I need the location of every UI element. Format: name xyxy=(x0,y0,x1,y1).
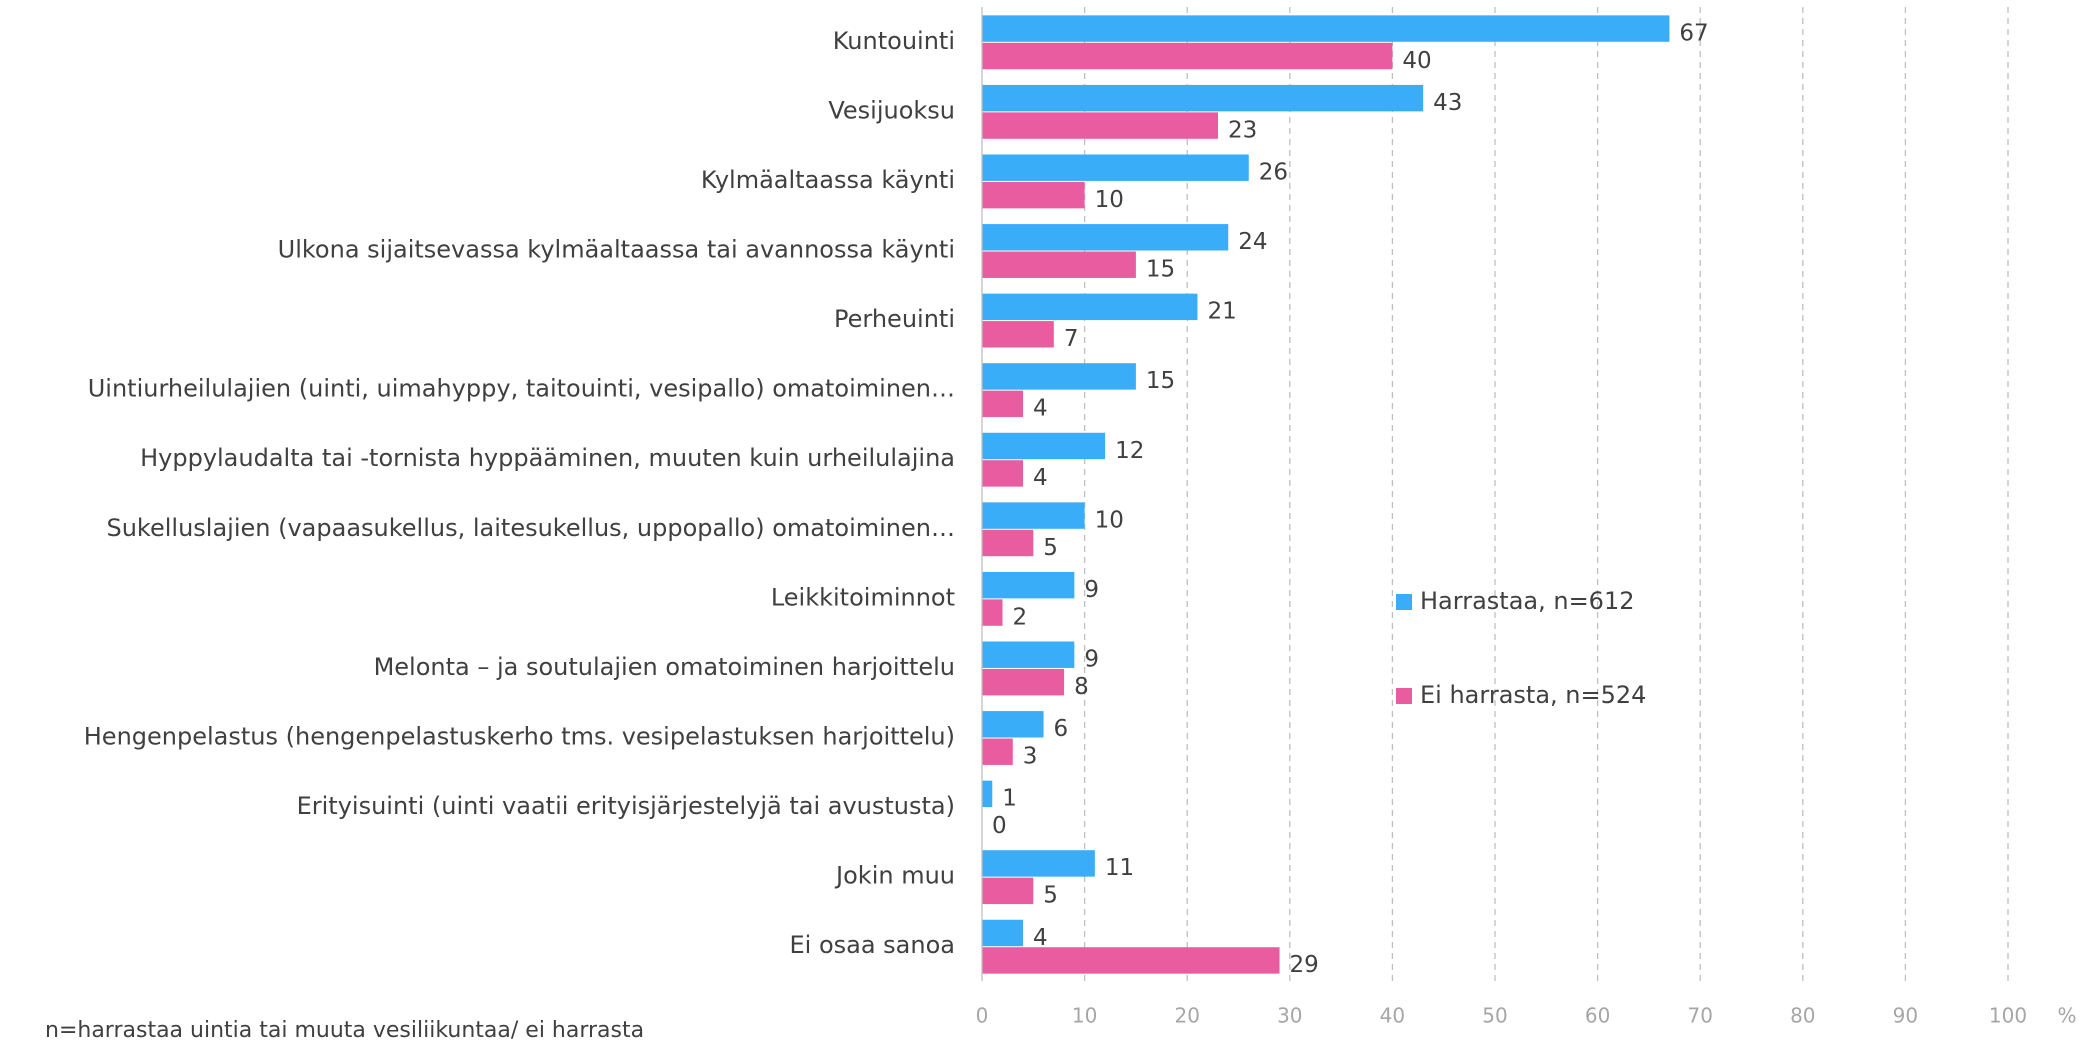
legend-swatch xyxy=(1396,594,1412,610)
value-label: 24 xyxy=(1238,229,1267,255)
value-label: 1 xyxy=(1002,786,1017,812)
bar xyxy=(982,571,1075,599)
value-label: 9 xyxy=(1084,577,1099,603)
x-tick-label: 70 xyxy=(1687,1004,1712,1028)
value-label: 9 xyxy=(1084,646,1099,672)
x-tick-label: 50 xyxy=(1482,1004,1507,1028)
bar xyxy=(982,738,1013,765)
value-label: 12 xyxy=(1115,438,1144,464)
bar xyxy=(982,154,1249,181)
bar xyxy=(982,112,1218,139)
y-tick-label: Sukelluslajien (vapaasukellus, laitesuke… xyxy=(106,514,955,542)
value-label: 10 xyxy=(1095,507,1124,533)
x-tick-label: 0 xyxy=(976,1004,989,1028)
y-tick-label: Uintiurheilulajien (uinti, uimahyppy, ta… xyxy=(88,375,955,403)
value-label: 10 xyxy=(1095,187,1124,213)
y-tick-label: Kuntouinti xyxy=(833,27,955,55)
x-tick-label: 90 xyxy=(1893,1004,1918,1028)
bar xyxy=(982,293,1198,321)
y-tick-label: Perheuinti xyxy=(834,305,955,333)
value-label: 29 xyxy=(1290,952,1319,978)
x-tick-label: 20 xyxy=(1174,1004,1199,1028)
bar xyxy=(982,251,1136,278)
y-tick-label: Hyppylaudalta tai -tornista hyppääminen,… xyxy=(140,444,955,472)
x-tick-label: 60 xyxy=(1585,1004,1610,1028)
value-label: 21 xyxy=(1207,299,1236,325)
value-label: 6 xyxy=(1054,716,1069,742)
x-axis-label: % xyxy=(2057,1004,2076,1028)
bar xyxy=(982,181,1085,209)
y-tick-label: Hengenpelastus (hengenpelastuskerho tms.… xyxy=(84,723,955,751)
bar xyxy=(982,919,1024,947)
x-tick-label: 30 xyxy=(1277,1004,1302,1028)
value-label: 5 xyxy=(1043,535,1058,561)
y-tick-label: Melonta – ja soutulajien omatoiminen har… xyxy=(374,653,955,681)
value-label: 11 xyxy=(1105,855,1134,881)
bar xyxy=(982,432,1106,460)
value-label: 5 xyxy=(1043,883,1058,909)
bar xyxy=(982,363,1136,390)
x-tick-label: 10 xyxy=(1072,1004,1097,1028)
bar xyxy=(982,850,1095,877)
value-label: 15 xyxy=(1146,368,1175,394)
legend-label: Ei harrasta, n=524 xyxy=(1420,681,1646,709)
y-tick-label: Ei osaa sanoa xyxy=(789,931,955,959)
bar xyxy=(982,42,1393,70)
y-tick-label: Leikkitoiminnot xyxy=(771,583,955,611)
bar xyxy=(982,502,1085,529)
bar xyxy=(982,529,1034,557)
value-label: 4 xyxy=(1033,465,1048,491)
value-label: 15 xyxy=(1146,257,1175,283)
x-tick-label: 80 xyxy=(1790,1004,1815,1028)
value-label: 40 xyxy=(1402,48,1431,74)
value-label: 4 xyxy=(1033,925,1048,951)
y-tick-label: Erityisuinti (uinti vaatii erityisjärjes… xyxy=(297,792,955,820)
y-tick-label: Jokin muu xyxy=(834,862,955,890)
x-tick-label: 100 xyxy=(1989,1004,2027,1028)
bar xyxy=(982,84,1424,112)
bar xyxy=(982,224,1229,251)
value-label: 7 xyxy=(1064,326,1079,352)
bar xyxy=(982,947,1280,974)
legend-label: Harrastaa, n=612 xyxy=(1420,587,1635,615)
y-tick-label: Ulkona sijaitsevassa kylmäaltaassa tai a… xyxy=(278,236,955,264)
bar xyxy=(982,668,1065,696)
y-tick-label: Kylmäaltaassa käynti xyxy=(701,166,955,194)
value-label: 0 xyxy=(992,813,1007,839)
footnote: n=harrastaa uintia tai muuta vesiliikunt… xyxy=(45,1018,644,1043)
bar xyxy=(982,321,1054,348)
value-label: 8 xyxy=(1074,674,1089,700)
y-tick-label: Vesijuoksu xyxy=(828,96,955,124)
value-label: 2 xyxy=(1013,604,1028,630)
value-label: 67 xyxy=(1679,20,1708,46)
legend-swatch xyxy=(1396,688,1412,704)
value-label: 43 xyxy=(1433,90,1462,116)
x-tick-label: 40 xyxy=(1380,1004,1405,1028)
bar xyxy=(982,390,1024,418)
bar xyxy=(982,599,1003,626)
bar xyxy=(982,15,1670,42)
value-label: 26 xyxy=(1259,159,1288,185)
bar xyxy=(982,877,1034,905)
bar xyxy=(982,641,1075,668)
bar xyxy=(982,460,1024,487)
value-label: 3 xyxy=(1023,744,1038,770)
value-label: 23 xyxy=(1228,117,1257,143)
bar xyxy=(982,711,1044,738)
bar xyxy=(982,780,993,808)
value-label: 4 xyxy=(1033,396,1048,422)
